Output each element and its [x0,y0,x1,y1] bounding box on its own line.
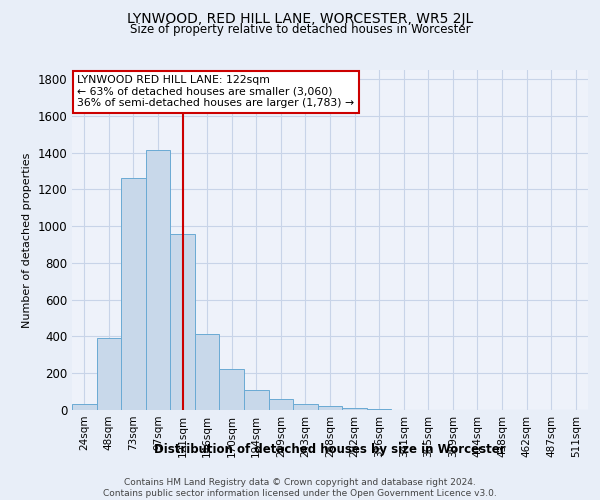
Bar [244,390,269,410]
Bar [195,334,220,410]
Text: LYNWOOD RED HILL LANE: 122sqm
← 63% of detached houses are smaller (3,060)
36% o: LYNWOOD RED HILL LANE: 122sqm ← 63% of d… [77,75,354,108]
Bar [342,408,367,410]
Text: Distribution of detached houses by size in Worcester: Distribution of detached houses by size … [154,442,506,456]
Bar [97,338,121,410]
Bar [146,150,170,410]
Bar [293,404,318,410]
Bar [121,178,146,410]
Y-axis label: Number of detached properties: Number of detached properties [22,152,32,328]
Bar [72,404,97,410]
Text: Contains HM Land Registry data © Crown copyright and database right 2024.
Contai: Contains HM Land Registry data © Crown c… [103,478,497,498]
Text: Size of property relative to detached houses in Worcester: Size of property relative to detached ho… [130,22,470,36]
Bar [170,234,195,410]
Bar [367,409,391,410]
Bar [318,406,342,410]
Bar [269,399,293,410]
Text: LYNWOOD, RED HILL LANE, WORCESTER, WR5 2JL: LYNWOOD, RED HILL LANE, WORCESTER, WR5 2… [127,12,473,26]
Bar [220,368,244,410]
